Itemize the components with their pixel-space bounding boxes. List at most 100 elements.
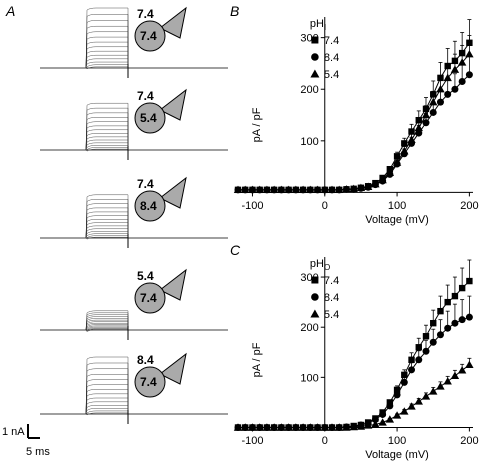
current-sweep xyxy=(85,125,129,151)
pipette-tip-shape xyxy=(159,6,187,39)
data-point xyxy=(385,168,395,177)
data-point xyxy=(422,119,430,127)
legend-entry: 5.4 xyxy=(324,69,339,81)
current-sweep xyxy=(85,194,129,239)
current-sweep xyxy=(85,319,129,331)
current-traces-panel: 7.4 7.4 7.4 5.4 7.4 8.4 5.4 7.4 8.4 7.4 xyxy=(40,6,228,424)
data-point xyxy=(401,371,408,379)
current-sweep xyxy=(85,405,129,415)
current-sweep xyxy=(85,58,129,69)
outside-ph-label: 8.4 xyxy=(137,353,154,367)
x-tick-label: 100 xyxy=(388,435,406,447)
current-sweep xyxy=(85,329,129,332)
current-sweep xyxy=(85,107,129,151)
series-line xyxy=(238,316,470,428)
current-sweep xyxy=(85,121,129,151)
x-tick-label: 200 xyxy=(460,435,478,447)
pipette-tip-shape xyxy=(159,268,187,301)
current-sweep xyxy=(85,145,129,151)
current-sweep xyxy=(85,235,129,239)
data-point xyxy=(443,73,452,82)
current-sweep xyxy=(85,379,129,415)
inside-ph-label: 8.4 xyxy=(140,199,157,213)
current-sweep xyxy=(85,147,129,151)
data-point xyxy=(378,418,387,426)
data-point xyxy=(400,407,409,415)
data-point xyxy=(371,415,379,423)
legend-title: pHI xyxy=(310,18,326,32)
data-point xyxy=(451,319,459,327)
data-point xyxy=(436,331,444,339)
data-point xyxy=(393,391,401,399)
cell-circle-shape xyxy=(134,282,166,314)
current-sweep xyxy=(85,412,129,416)
data-point xyxy=(430,319,437,327)
current-sweep xyxy=(85,316,129,331)
data-point xyxy=(414,397,423,405)
panel-label-a: A xyxy=(5,3,15,19)
data-point xyxy=(291,185,301,194)
current-sweep xyxy=(85,36,129,69)
data-point xyxy=(429,338,437,346)
data-point xyxy=(291,423,301,431)
trace-block: 7.4 5.4 xyxy=(40,88,228,160)
current-sweep xyxy=(85,228,129,239)
current-sweep xyxy=(85,215,129,239)
data-point xyxy=(458,284,466,292)
scale-bar: 1 nA 5 ms xyxy=(2,424,50,458)
data-point xyxy=(255,423,264,431)
current-sweep xyxy=(85,7,129,69)
legend-entry: 5.4 xyxy=(324,309,339,321)
pipette-icon xyxy=(134,176,187,222)
data-point xyxy=(393,153,401,160)
legend-entry: 7.4 xyxy=(324,35,339,47)
data-point xyxy=(298,185,308,194)
current-sweep xyxy=(85,393,129,415)
pipette-icon xyxy=(134,88,187,134)
inside-ph-label: 7.4 xyxy=(140,291,157,305)
data-point xyxy=(306,423,315,431)
current-sweep xyxy=(85,25,129,69)
data-point xyxy=(457,366,467,374)
data-point xyxy=(444,324,452,332)
legend-entry: 8.4 xyxy=(324,292,339,304)
data-point xyxy=(277,423,286,431)
current-sweep xyxy=(85,384,129,415)
data-point xyxy=(458,77,466,85)
current-sweep xyxy=(85,321,129,331)
data-point xyxy=(284,423,293,431)
data-point xyxy=(421,392,431,400)
data-point xyxy=(385,415,395,423)
data-point xyxy=(436,85,445,93)
pipette-tip-shape xyxy=(159,352,187,385)
data-point xyxy=(269,185,279,194)
series-line xyxy=(238,280,470,428)
x-tick-label: 0 xyxy=(322,435,328,447)
data-point xyxy=(437,307,444,315)
data-point xyxy=(241,423,250,431)
data-point xyxy=(233,185,243,194)
current-sweep xyxy=(85,20,129,69)
y-axis-title: pA / pF xyxy=(251,107,263,142)
data-point xyxy=(327,423,337,431)
current-sweep xyxy=(85,41,129,69)
data-point xyxy=(320,423,329,431)
x-tick-label: 100 xyxy=(388,200,406,212)
current-sweep xyxy=(85,14,129,69)
current-sweep xyxy=(85,325,129,331)
data-point xyxy=(400,146,409,155)
data-point xyxy=(444,298,451,306)
series-square xyxy=(234,19,473,194)
current-sweep xyxy=(85,324,129,331)
current-sweep xyxy=(85,54,129,69)
current-sweep xyxy=(85,117,129,151)
data-point xyxy=(349,422,358,431)
legend-marker xyxy=(311,276,319,284)
inside-ph-label: 7.4 xyxy=(140,29,157,43)
x-axis-title: Voltage (mV) xyxy=(365,449,429,461)
y-tick-label: 100 xyxy=(300,372,318,384)
current-sweep xyxy=(85,139,129,151)
data-point xyxy=(436,382,445,390)
data-point xyxy=(392,411,402,419)
data-point xyxy=(414,123,423,132)
